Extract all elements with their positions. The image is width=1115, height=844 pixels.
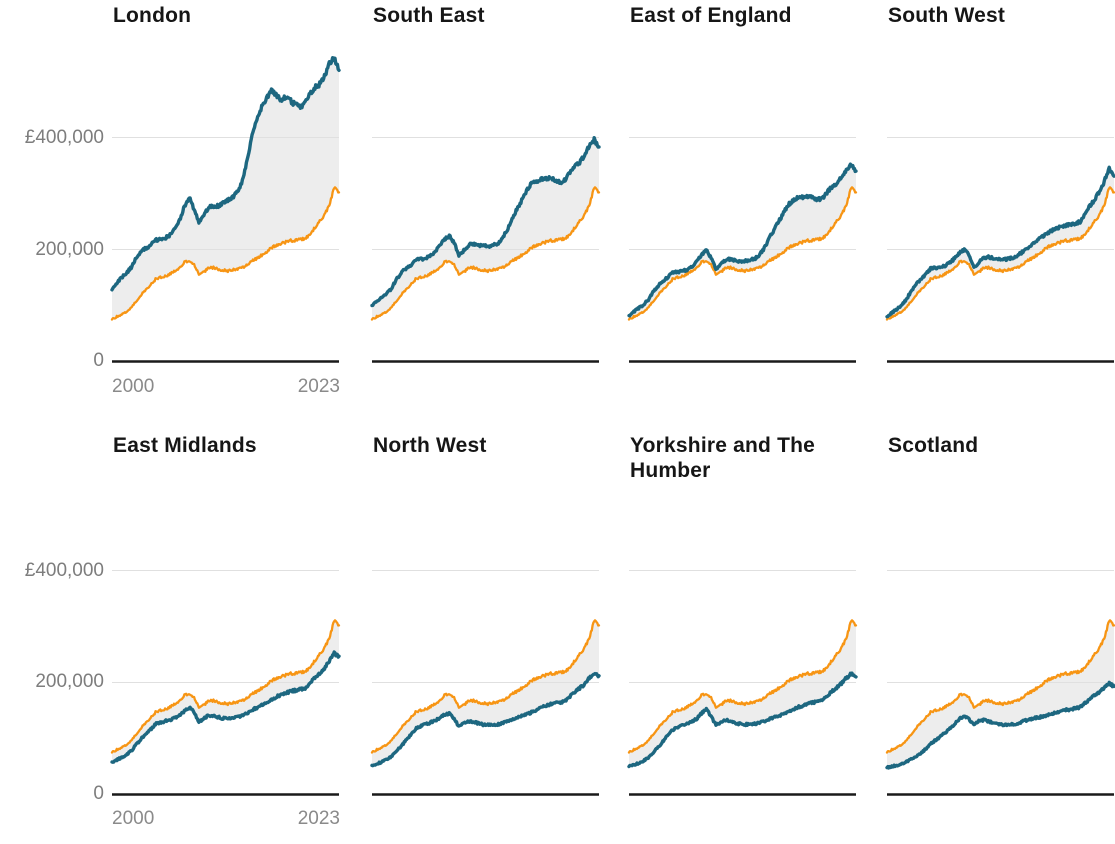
x-tick-label-2000-row1: 2000 bbox=[112, 376, 155, 397]
y-tick-label-200k-row2: 200,000 bbox=[35, 671, 104, 692]
gap-band bbox=[629, 620, 856, 767]
line-chart-scotland bbox=[885, 570, 1115, 796]
chart-title-east-midlands: East Midlands bbox=[113, 434, 257, 457]
uk-average-line bbox=[627, 186, 858, 321]
x-tick-label-2023-row2: 2023 bbox=[297, 808, 340, 829]
x-tick-label-2000-row2: 2000 bbox=[112, 808, 155, 829]
gap-band bbox=[887, 167, 1114, 320]
line-chart-yorkshire-and-the-humber bbox=[627, 570, 858, 796]
chart-title-yorkshire-and-the-humber: Yorkshire and The Humber bbox=[630, 434, 816, 482]
region-line bbox=[627, 671, 858, 769]
region-line bbox=[885, 680, 1115, 770]
y-tick-label-0-row2: 0 bbox=[93, 783, 104, 804]
chart-title-east-of-england: East of England bbox=[630, 4, 792, 27]
region-line bbox=[885, 165, 1115, 319]
chart-title-london: London bbox=[113, 4, 192, 27]
uk-average-line bbox=[110, 619, 341, 754]
uk-average-line bbox=[885, 619, 1115, 754]
line-chart-east-midlands bbox=[110, 570, 341, 796]
x-axis-row2: 2000 2023 bbox=[112, 808, 340, 830]
gap-band bbox=[372, 137, 599, 320]
region-line bbox=[110, 56, 341, 292]
gap-band bbox=[112, 57, 339, 320]
uk-average-line bbox=[370, 186, 601, 321]
line-chart-london bbox=[110, 56, 341, 363]
region-line bbox=[110, 650, 341, 764]
gap-band bbox=[372, 620, 599, 766]
chart-title-south-west: South West bbox=[888, 4, 1006, 27]
region-line bbox=[370, 671, 601, 768]
region-line bbox=[627, 162, 858, 318]
uk-average-line bbox=[370, 619, 601, 754]
region-line bbox=[370, 136, 601, 308]
x-tick-label-2023-row1: 2023 bbox=[297, 376, 340, 397]
gap-band bbox=[629, 164, 856, 320]
line-chart-south-east bbox=[370, 136, 601, 363]
gap-band bbox=[887, 620, 1114, 768]
chart-title-north-west: North West bbox=[373, 434, 487, 457]
y-tick-label-0-row1: 0 bbox=[93, 350, 104, 371]
x-axis-row1: 2000 2023 bbox=[112, 376, 340, 398]
uk-average-line bbox=[885, 186, 1115, 321]
y-tick-label-400k-row2: £400,000 bbox=[24, 560, 104, 581]
line-chart-east-of-england bbox=[627, 137, 858, 363]
chart-title-south-east: South East bbox=[373, 4, 485, 27]
gap-band bbox=[112, 620, 339, 763]
line-chart-north-west bbox=[370, 570, 601, 796]
y-tick-label-200k-row1: 200,000 bbox=[35, 239, 104, 260]
line-chart-south-west bbox=[885, 137, 1115, 363]
uk-average-line bbox=[627, 619, 858, 754]
chart-title-scotland: Scotland bbox=[888, 434, 979, 457]
uk-average-line bbox=[110, 186, 341, 321]
y-tick-label-400k-row1: £400,000 bbox=[24, 127, 104, 148]
